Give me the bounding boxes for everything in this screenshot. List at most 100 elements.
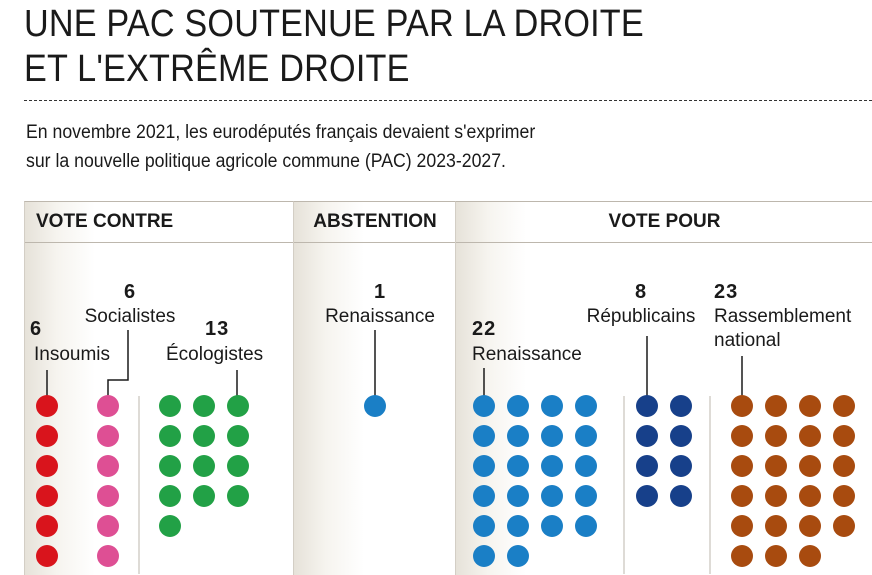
dot-ecologistes xyxy=(193,425,215,447)
title-divider xyxy=(24,100,872,101)
dot-ecologistes xyxy=(159,455,181,477)
dot-insoumis xyxy=(36,425,58,447)
dot-socialistes xyxy=(97,545,119,567)
dot-rassemblement-national xyxy=(833,485,855,507)
dot-socialistes xyxy=(97,395,119,417)
count-label: 6 xyxy=(30,318,42,340)
group-abstention-renaissance: 1 Renaissance xyxy=(325,281,435,417)
dot-rassemblement-national xyxy=(731,485,753,507)
count-label: 22 xyxy=(472,318,496,340)
title-line-2: ET L'EXTRÊME DROITE xyxy=(24,48,410,90)
count-label: 1 xyxy=(374,281,386,303)
dot-rassemblement-national xyxy=(833,455,855,477)
dot-renaissance xyxy=(541,485,563,507)
dot-rassemblement-national xyxy=(833,395,855,417)
dot-renaissance xyxy=(473,455,495,477)
dot-renaissance xyxy=(507,545,529,567)
dot-ecologistes xyxy=(227,395,249,417)
dot-ecologistes xyxy=(227,485,249,507)
dot-rassemblement-national xyxy=(731,455,753,477)
subtitle-line-2: sur la nouvelle politique agricole commu… xyxy=(26,151,506,172)
dot-renaissance xyxy=(541,455,563,477)
group-vote-contre-insoumis: 6 Insoumis xyxy=(30,318,110,567)
dot-rassemblement-national xyxy=(765,515,787,537)
dot-renaissance xyxy=(575,395,597,417)
dot-republicains xyxy=(670,455,692,477)
dot-renaissance xyxy=(364,395,386,417)
party-label: Insoumis xyxy=(34,344,110,365)
dot-rassemblement-national xyxy=(731,425,753,447)
dot-ecologistes xyxy=(159,425,181,447)
dot-insoumis xyxy=(36,485,58,507)
party-label: Républicains xyxy=(587,306,696,327)
dot-insoumis xyxy=(36,395,58,417)
dot-ecologistes xyxy=(159,485,181,507)
dot-republicains xyxy=(636,425,658,447)
dot-ecologistes xyxy=(227,425,249,447)
dot-ecologistes xyxy=(159,395,181,417)
dot-rassemblement-national xyxy=(799,455,821,477)
dot-ecologistes xyxy=(227,455,249,477)
title-line-1: UNE PAC SOUTENUE PAR LA DROITE xyxy=(24,3,644,45)
dot-rassemblement-national xyxy=(765,425,787,447)
dot-renaissance xyxy=(575,425,597,447)
dot-renaissance xyxy=(507,425,529,447)
dot-renaissance xyxy=(507,485,529,507)
dot-rassemblement-national xyxy=(731,515,753,537)
dot-renaissance xyxy=(473,545,495,567)
dot-renaissance xyxy=(541,515,563,537)
dot-republicains xyxy=(670,485,692,507)
party-label: Renaissance xyxy=(325,306,435,327)
dot-rassemblement-national xyxy=(799,545,821,567)
panel-header-abstention: ABSTENTION xyxy=(294,202,456,243)
dot-renaissance xyxy=(473,485,495,507)
dot-rassemblement-national xyxy=(799,395,821,417)
dot-socialistes xyxy=(97,455,119,477)
dot-ecologistes xyxy=(159,515,181,537)
dot-rassemblement-national xyxy=(833,425,855,447)
chart-title: UNE PAC SOUTENUE PAR LA DROITE ET L'EXTR… xyxy=(24,2,644,92)
dot-renaissance xyxy=(575,455,597,477)
count-label: 8 xyxy=(635,281,647,303)
dot-rassemblement-national xyxy=(765,545,787,567)
dot-socialistes xyxy=(97,485,119,507)
panel-vote-contre: VOTE CONTRE xyxy=(24,201,294,575)
dot-ecologistes xyxy=(193,395,215,417)
dot-renaissance xyxy=(507,515,529,537)
dot-renaissance xyxy=(473,395,495,417)
dot-rassemblement-national xyxy=(799,515,821,537)
dot-ecologistes xyxy=(193,455,215,477)
party-label: Écologistes xyxy=(166,344,263,365)
dot-renaissance xyxy=(541,395,563,417)
dot-republicains xyxy=(636,395,658,417)
dot-insoumis xyxy=(36,545,58,567)
group-vote-contre-socialistes: 6 Socialistes xyxy=(85,281,176,567)
dot-republicains xyxy=(636,455,658,477)
leader-line xyxy=(107,330,129,396)
dot-rassemblement-national xyxy=(731,395,753,417)
party-label: Renaissance xyxy=(472,344,582,365)
dot-insoumis xyxy=(36,455,58,477)
dot-renaissance xyxy=(473,515,495,537)
dot-renaissance xyxy=(473,425,495,447)
dot-socialistes xyxy=(97,515,119,537)
count-label: 23 xyxy=(714,281,738,303)
party-label: national xyxy=(714,330,781,351)
party-label: Socialistes xyxy=(85,306,176,327)
count-label: 13 xyxy=(205,318,229,340)
party-label: Rassemblement xyxy=(714,306,852,327)
group-vote-contre-ecologistes: 13 Écologistes xyxy=(159,318,263,537)
chart-subtitle: En novembre 2021, les eurodéputés frança… xyxy=(26,118,535,176)
panel-header-pour: VOTE POUR xyxy=(456,202,872,243)
panel-header-contre: VOTE CONTRE xyxy=(25,202,294,243)
dot-rassemblement-national xyxy=(799,425,821,447)
dot-socialistes xyxy=(97,425,119,447)
dot-ecologistes xyxy=(193,485,215,507)
subtitle-line-1: En novembre 2021, les eurodéputés frança… xyxy=(26,122,536,143)
count-label: 6 xyxy=(124,281,136,303)
dot-rassemblement-national xyxy=(731,545,753,567)
dot-renaissance xyxy=(575,515,597,537)
dot-insoumis xyxy=(36,515,58,537)
dot-rassemblement-national xyxy=(833,515,855,537)
